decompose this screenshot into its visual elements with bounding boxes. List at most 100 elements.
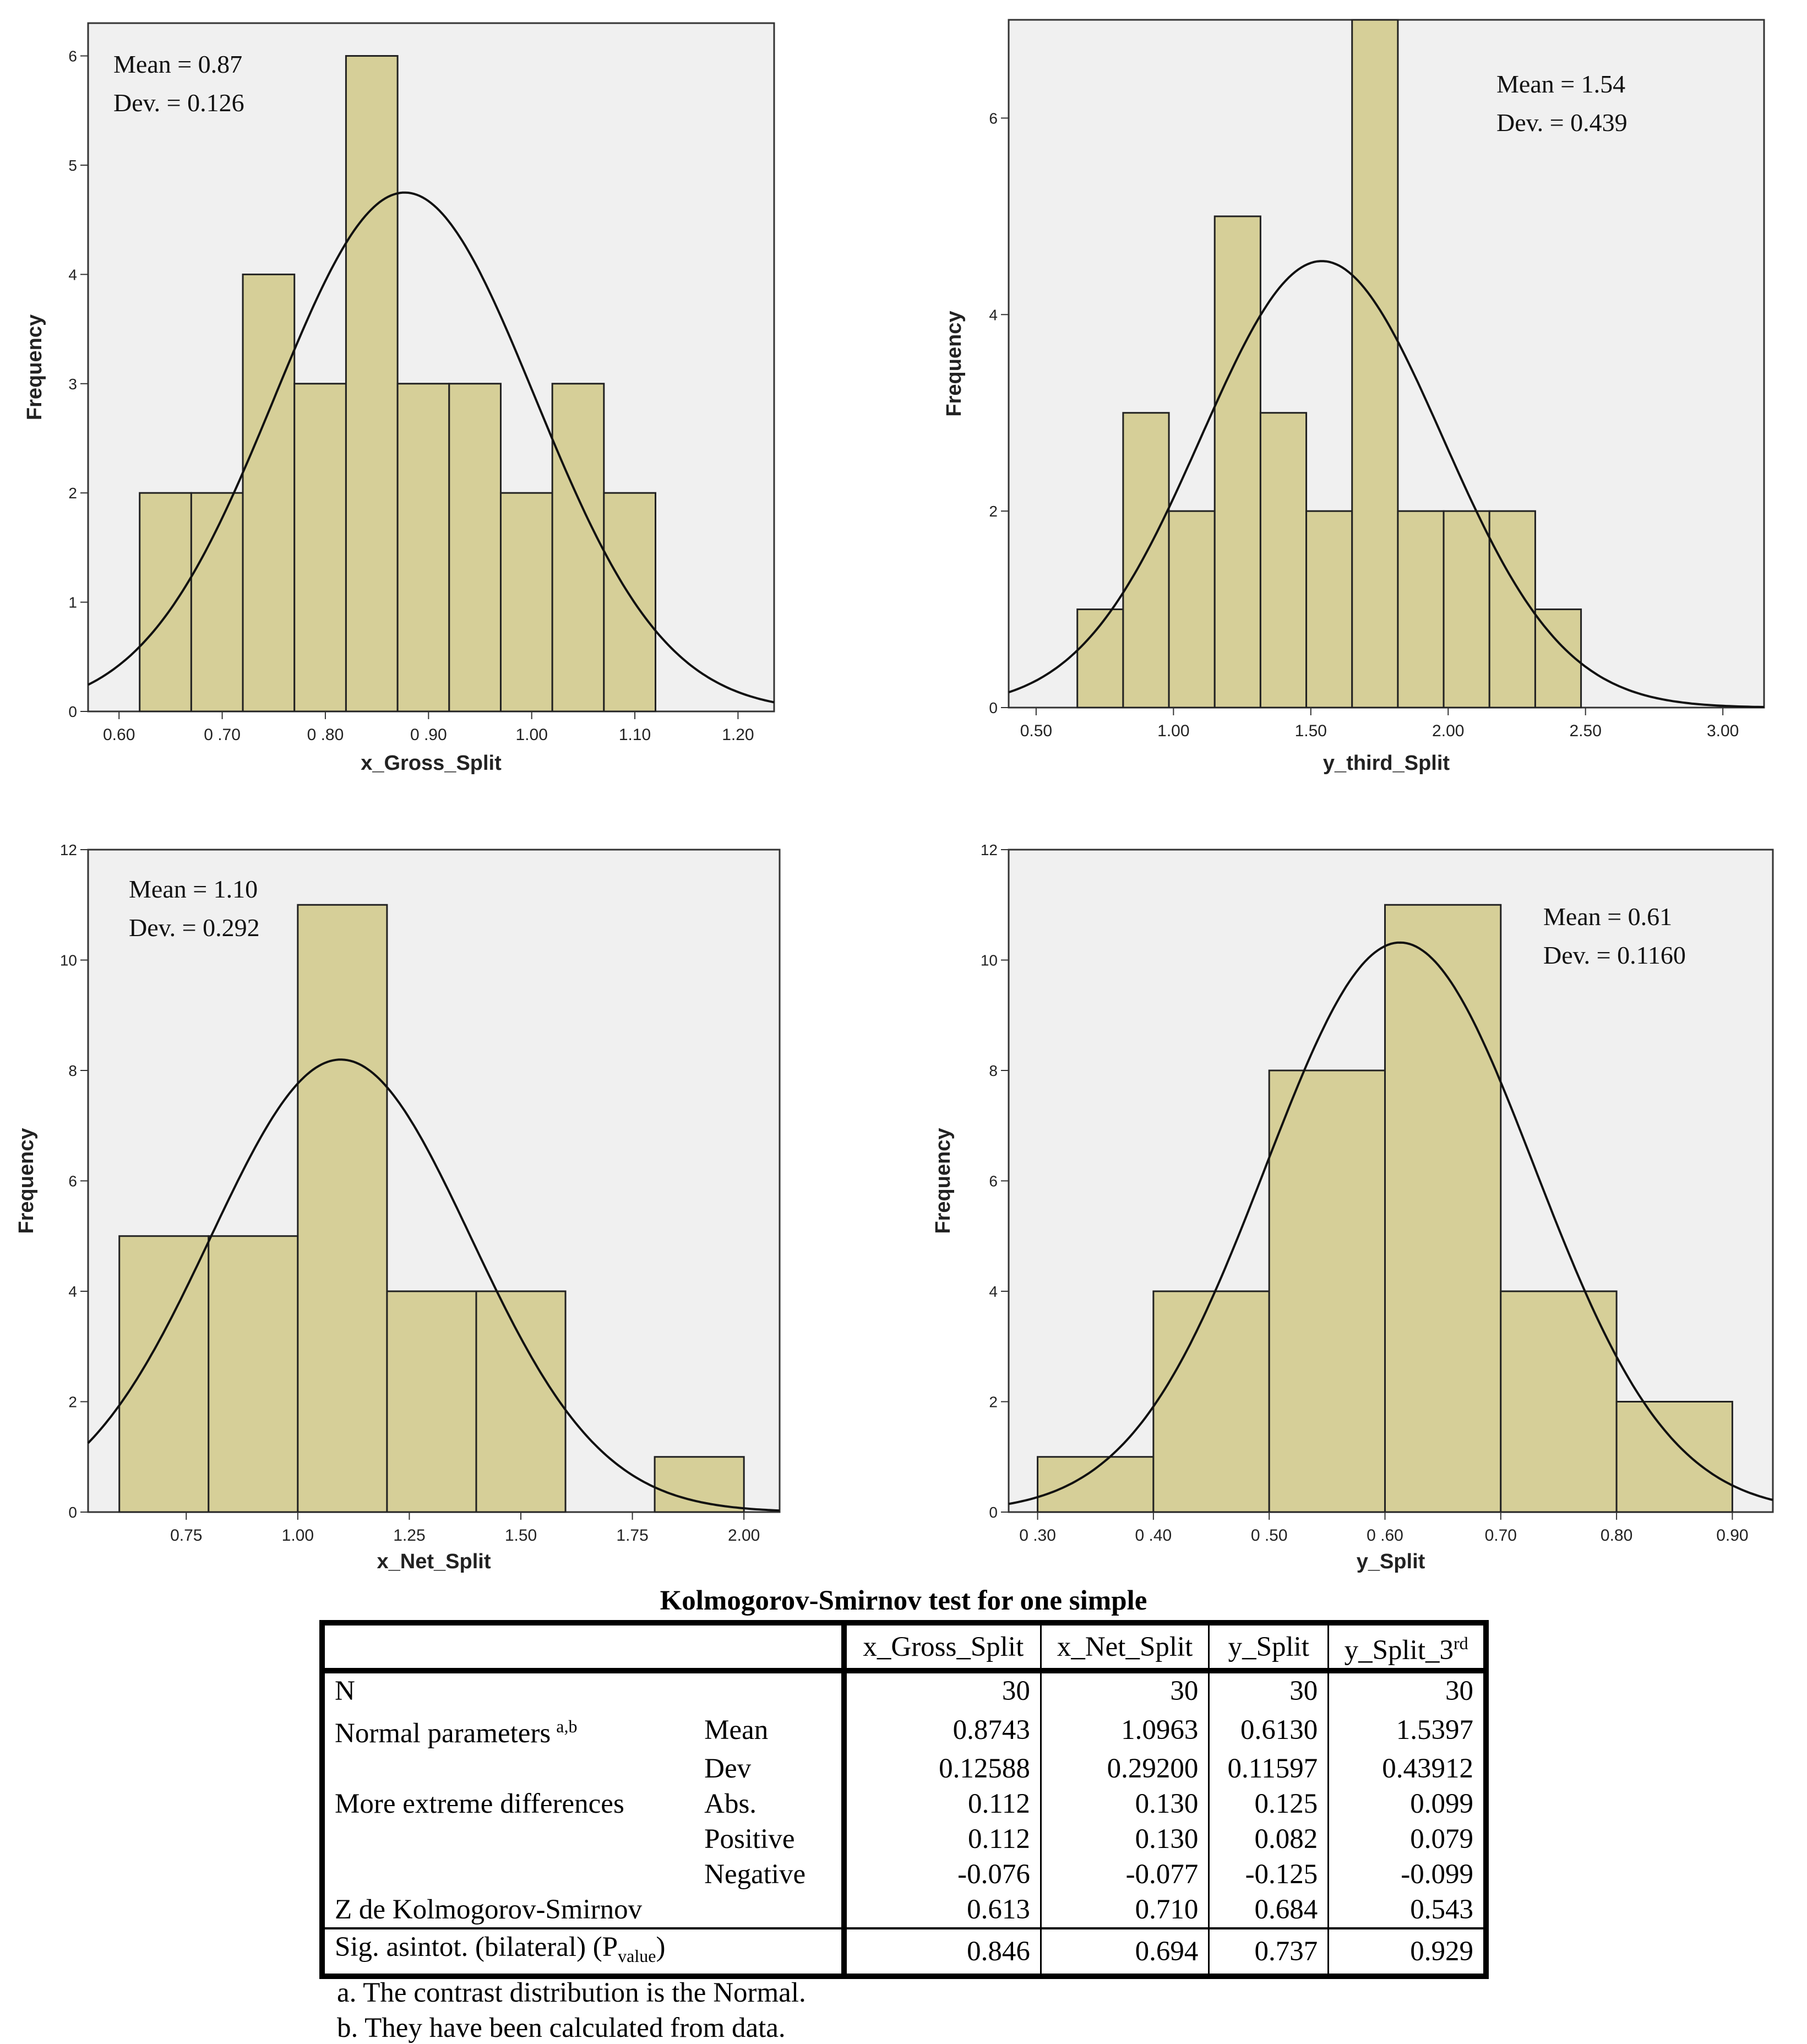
chart-x_gross-x-tick-label: 1.00	[515, 726, 547, 744]
chart-y_split-y-axis-label: Frequency	[932, 1128, 955, 1233]
chart-y_third-x-tick-label: 2.00	[1432, 722, 1464, 740]
table-note-a: a. The contrast distribution is the Norm…	[337, 1977, 806, 2008]
chart-x_net-bar	[386, 1290, 477, 1513]
table-cell: 0.613	[841, 1892, 1041, 1928]
table-cell: 0.543	[1327, 1892, 1486, 1928]
table-header-y-split-3: y_Split_3rd	[1327, 1623, 1486, 1673]
table-cell: 0.684	[1208, 1892, 1329, 1928]
table-cell: 0.130	[1039, 1822, 1209, 1857]
header-y-split-3-sup: rd	[1454, 1633, 1468, 1653]
chart-x_net-y-axis-label: Frequency	[15, 1128, 38, 1233]
chart-x_gross-y-tick-label: 5	[68, 157, 77, 174]
chart-x_gross-y-tick-label: 4	[68, 266, 77, 283]
chart-x_net-x-tick-label: 2.00	[728, 1526, 760, 1545]
chart-y_third-bar	[1397, 510, 1445, 709]
chart-y_split-x-tick-label: 0 .40	[1135, 1526, 1172, 1545]
chart-x_net-y-tick-label: 4	[68, 1283, 77, 1300]
table-header-blank	[322, 1623, 844, 1673]
row-label-text: More extreme differences	[335, 1788, 624, 1819]
sig-label-end: )	[656, 1932, 666, 1963]
chart-y_split-annotation-line: Mean = 0.61	[1543, 903, 1672, 931]
table-row-sublabel: Abs.	[704, 1788, 757, 1819]
table-row-label: More extreme differences	[322, 1786, 704, 1822]
chart-x_net-y-tick-label: 10	[60, 952, 77, 969]
table-cell: 0.079	[1327, 1822, 1486, 1857]
chart-y_third-x-tick-label: 2.50	[1570, 722, 1602, 740]
chart-y_third-bar	[1443, 510, 1490, 709]
row-label-text: Normal parameters	[335, 1718, 551, 1749]
table-header-x-gross: x_Gross_Split	[841, 1623, 1041, 1673]
table-row: Z de Kolmogorov-Smirnov 0.613 0.710 0.684 0.…	[322, 1892, 1486, 1928]
chart-x_gross-bar	[499, 492, 553, 713]
table-cell: 30	[1208, 1671, 1329, 1709]
table-row-sig: Sig. asintot. (bilateral) (Pvalue) 0.846…	[322, 1927, 1486, 1977]
table-header-y-split: y_Split	[1208, 1623, 1329, 1673]
chart-x_gross-normal-curve	[88, 191, 775, 704]
table-cell: 30	[1039, 1671, 1209, 1709]
chart-y_third-bar	[1168, 510, 1216, 709]
table-row: Normal parameters a,b Mean 0.8743 1.0963 0.61…	[322, 1709, 1486, 1751]
table-cell: 0.929	[1327, 1927, 1486, 1977]
chart-x_net-y-tick-label: 12	[60, 841, 77, 858]
chart-x_net-normal-curve	[87, 1058, 780, 1512]
chart-x_gross-bar	[551, 383, 605, 713]
table-cell: 0.112	[841, 1786, 1041, 1822]
chart-y_split-x-tick-label: 0 .30	[1019, 1526, 1056, 1545]
table-cell: -0.076	[841, 1857, 1041, 1892]
chart-y_split-y-tick-label: 2	[989, 1394, 998, 1411]
chart-y_split-x-tick-label: 0 .50	[1251, 1526, 1288, 1545]
chart-x_net-x-tick-label: 0.75	[170, 1526, 202, 1545]
chart-y_split-x-tick-label: 0 .60	[1367, 1526, 1403, 1545]
table-cell: 30	[1327, 1671, 1486, 1709]
table-cell: 0.082	[1208, 1822, 1329, 1857]
chart-x_net-x-tick-label: 1.50	[505, 1526, 537, 1545]
chart-x_gross-bar	[293, 383, 347, 713]
chart-y_split-x-tick-label: 0.70	[1485, 1526, 1517, 1545]
chart-y_split-bar	[1615, 1401, 1733, 1513]
chart-y_split-y-tick-label: 12	[981, 841, 998, 858]
chart-y_split-x-tick-label: 0.80	[1601, 1526, 1632, 1545]
table-row: Negative -0.076 -0.077 -0.125 -0.099	[322, 1857, 1486, 1892]
chart-y_split-bar	[1152, 1290, 1270, 1513]
chart-y_third-x-tick-label: 0.50	[1020, 722, 1052, 740]
chart-x_net-bar	[654, 1456, 745, 1513]
table-note-b: b. They have been calculated from data.	[337, 2013, 786, 2043]
chart-x_gross-y-tick-label: 1	[68, 594, 77, 611]
chart-y_split-annotation-line: Dev. = 0.1160	[1543, 941, 1686, 969]
table-cell: 0.130	[1039, 1786, 1209, 1822]
chart-y_split-y-tick-label: 4	[989, 1283, 998, 1300]
chart-y_split-x-axis-label: y_Split	[1357, 1550, 1425, 1573]
table-row-label	[322, 1822, 704, 1857]
table-body: N 30 30 30 30 Normal parameters a,b Mean 0.8743 1…	[322, 1671, 1486, 1977]
table-row-sublabel: Negative	[704, 1859, 806, 1890]
chart-y_split-x-tick-label: 0.90	[1716, 1526, 1748, 1545]
table-cell: 0.846	[841, 1927, 1041, 1977]
chart-x_gross-y-tick-label: 2	[68, 485, 77, 502]
chart-y_third-bar	[1351, 19, 1399, 709]
table-cell: 0.125	[1208, 1786, 1329, 1822]
row-label-text: Z de Kolmogorov-Smirnov	[335, 1894, 643, 1925]
chart-y_split-y-tick-label: 10	[981, 952, 998, 969]
chart-x_net-annotation-line: Dev. = 0.292	[129, 914, 260, 942]
chart-x_gross-y-tick-label: 0	[68, 703, 77, 720]
table-row-sublabel: Positive	[704, 1824, 795, 1855]
chart-x_net-bar	[475, 1290, 567, 1513]
table-cell: 0.12588	[841, 1751, 1041, 1786]
chart-x_net-bar	[297, 904, 388, 1513]
table-cell: 0.8743	[841, 1709, 1041, 1751]
chart-y_third-y-tick-label: 6	[989, 110, 998, 127]
chart-y_third-x-axis-label: y_third_Split	[1323, 752, 1450, 775]
table-cell: 0.112	[841, 1822, 1041, 1857]
chart-y_split-y-tick-label: 8	[989, 1062, 998, 1079]
chart-y_third-y-tick-label: 0	[989, 699, 998, 716]
table-cell: 1.0963	[1039, 1709, 1209, 1751]
chart-y_split-y-tick-label: 0	[989, 1504, 998, 1521]
table-row-label: N	[322, 1671, 844, 1709]
chart-x_gross-x-axis-label: x_Gross_Split	[361, 752, 502, 775]
chart-y_split-y-tick-label: 6	[989, 1173, 998, 1190]
ks-table-title: Kolmogorov-Smirnov test for one simple	[660, 1585, 1147, 1616]
chart-y_third-y-tick-label: 2	[989, 503, 998, 520]
chart-y_third-normal-curve	[1008, 260, 1765, 708]
chart-x_net-y-tick-label: 8	[68, 1062, 77, 1079]
